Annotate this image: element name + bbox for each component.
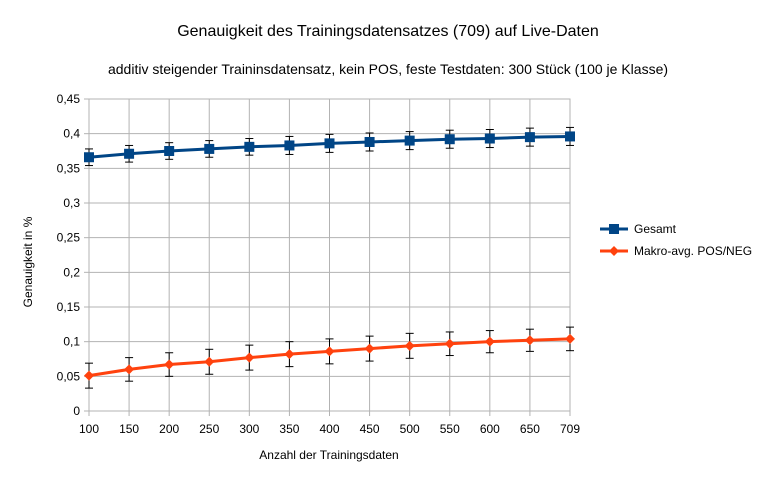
y-tick-label: 0,25 <box>57 231 81 245</box>
data-point <box>164 359 175 370</box>
data-point <box>484 336 495 347</box>
data-point <box>84 370 94 381</box>
chart-title: Genauigkeit des Trainingsdatensatzes (70… <box>177 23 599 40</box>
data-point <box>444 338 455 349</box>
legend: Gesamt Makro-avg. POS/NEG <box>600 222 752 258</box>
data-point <box>524 132 535 143</box>
data-point <box>444 134 455 145</box>
data-point <box>84 152 94 163</box>
x-tick-label: 600 <box>480 422 500 436</box>
data-point <box>324 346 335 357</box>
y-tick-label: 0,4 <box>63 127 80 141</box>
legend-label: Gesamt <box>634 222 677 236</box>
legend-item: Makro-avg. POS/NEG <box>600 244 752 258</box>
data-point <box>565 333 575 344</box>
series-2 <box>84 326 575 389</box>
data-point <box>244 141 255 152</box>
x-tick-label: 650 <box>520 422 540 436</box>
data-point <box>124 148 135 159</box>
series-group <box>84 126 575 389</box>
y-tick-label: 0,35 <box>57 161 81 175</box>
x-tick-label: 250 <box>199 422 219 436</box>
series-1 <box>84 126 575 167</box>
legend-label: Makro-avg. POS/NEG <box>634 244 752 258</box>
data-point <box>404 340 415 351</box>
data-point <box>204 143 215 154</box>
data-point <box>204 356 215 367</box>
y-tick-label: 0,45 <box>57 92 81 106</box>
y-tick-label: 0,2 <box>63 265 80 279</box>
x-tick-label: 350 <box>279 422 299 436</box>
data-point <box>484 133 495 144</box>
data-point <box>284 140 295 151</box>
x-tick-label: 500 <box>400 422 420 436</box>
data-point <box>284 349 295 360</box>
y-tick-label: 0,15 <box>57 300 81 314</box>
legend-marker <box>609 224 619 234</box>
legend-item: Gesamt <box>600 222 677 236</box>
data-point <box>124 364 135 375</box>
x-tick-label: 300 <box>239 422 259 436</box>
y-tick-labels: 0 0,05 0,1 0,15 0,2 0,25 0,3 0,35 0,4 0,45 <box>57 92 81 418</box>
x-tick-label: 709 <box>560 422 580 436</box>
y-tick-label: 0,05 <box>57 369 81 383</box>
x-axis-label: Anzahl der Trainingsdaten <box>259 448 398 462</box>
data-point <box>164 146 175 156</box>
y-tick-label: 0,3 <box>63 196 80 210</box>
data-point <box>364 136 375 147</box>
y-tick-label: 0 <box>73 404 80 418</box>
x-tick-label: 550 <box>440 422 460 436</box>
plot-area-border <box>88 98 571 412</box>
x-tick-labels: 100 150 200 250 300 350 400 450 500 550 600 650 709 <box>79 422 580 436</box>
x-tick-label: 450 <box>360 422 380 436</box>
chart-subtitle: additiv steigender Traininsdatensatz, ke… <box>108 61 668 77</box>
x-tick-label: 150 <box>119 422 139 436</box>
x-tick-label: 200 <box>159 422 179 436</box>
legend-marker <box>609 246 619 256</box>
x-tick-label: 400 <box>319 422 339 436</box>
x-tick-label: 100 <box>79 422 99 436</box>
data-point <box>244 352 255 363</box>
axes <box>88 98 571 412</box>
data-point <box>565 131 575 142</box>
y-axis-label: Genauigkeit in % <box>21 216 35 307</box>
data-point <box>404 135 415 146</box>
y-tick-label: 0,1 <box>63 335 80 349</box>
data-point <box>364 343 375 354</box>
data-point <box>524 335 535 346</box>
data-point <box>324 138 335 149</box>
